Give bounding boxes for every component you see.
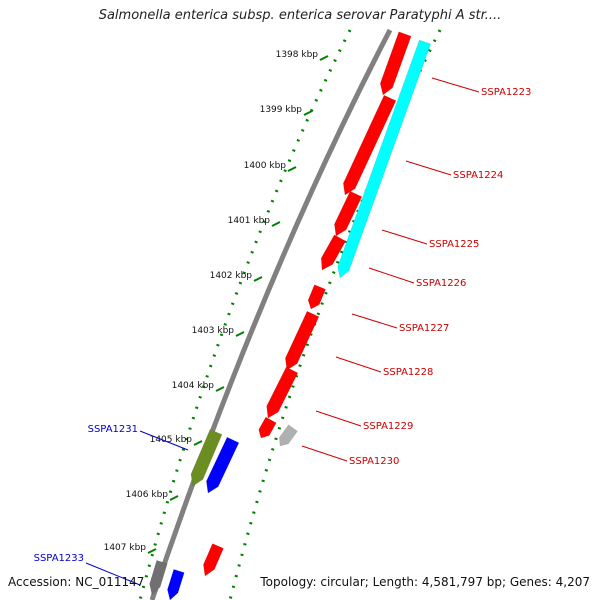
tick-mark: [253, 276, 263, 282]
label-leader-line: [405, 160, 452, 176]
tick-label: 1401 kbp: [228, 216, 271, 226]
map-title: Salmonella enterica subsp. enterica sero…: [98, 8, 502, 23]
accession-label: Accession: NC_011147: [8, 575, 145, 589]
gene-arrow-blue[interactable]: [167, 569, 185, 600]
gene-arrow[interactable]: [285, 310, 320, 371]
label-leader-line: [368, 267, 415, 284]
tick-label: 1402 kbp: [210, 271, 253, 281]
gene-label[interactable]: SSPA1223: [481, 87, 531, 98]
cyan-feature[interactable]: [337, 39, 431, 279]
tick-mark: [215, 386, 225, 392]
gene-arrow[interactable]: [258, 416, 277, 439]
tick-label: 1398 kbp: [276, 50, 319, 60]
tick-mark: [235, 331, 245, 337]
label-leader-line: [139, 430, 189, 451]
grey-feature[interactable]: [149, 560, 168, 596]
gene-label[interactable]: SSPA1231: [88, 424, 138, 435]
tick-label: 1399 kbp: [260, 105, 303, 115]
tick-mark: [303, 110, 313, 116]
gene-label[interactable]: SSPA1233: [34, 553, 84, 564]
label-leader-line: [431, 77, 480, 93]
genome-summary: Topology: circular; Length: 4,581,797 bp…: [260, 575, 590, 589]
gene-label[interactable]: SSPA1225: [429, 239, 479, 250]
gene-arrow[interactable]: [320, 234, 347, 271]
label-leader-line: [301, 445, 348, 462]
grey-feature[interactable]: [279, 424, 298, 447]
inner-dotted-track: [138, 29, 352, 600]
tick-label: 1404 kbp: [172, 381, 215, 391]
gene-arrow[interactable]: [266, 366, 299, 419]
tick-mark: [193, 440, 203, 446]
backbone-arc: [149, 28, 393, 600]
tick-mark: [271, 221, 281, 227]
tick-label: 1403 kbp: [192, 326, 235, 336]
gene-label[interactable]: SSPA1224: [453, 170, 503, 181]
tick-label: 1406 kbp: [126, 490, 169, 500]
tick-mark: [169, 495, 179, 501]
tick-mark: [147, 548, 157, 554]
gene-label[interactable]: SSPA1229: [363, 421, 413, 432]
gene-arrow[interactable]: [380, 31, 412, 96]
label-leader-line: [351, 313, 398, 329]
gene-arrow-blue[interactable]: [206, 436, 240, 494]
tick-mark: [319, 55, 329, 61]
label-leader-line: [315, 410, 362, 427]
tick-label: 1405 kbp: [150, 435, 193, 445]
gene-label[interactable]: SSPA1228: [383, 367, 433, 378]
gene-arrow[interactable]: [334, 190, 363, 237]
label-leader-line: [335, 356, 382, 373]
tick-label: 1400 kbp: [244, 161, 287, 171]
outer-dotted-track: [228, 29, 442, 600]
gene-label[interactable]: SSPA1227: [399, 323, 449, 334]
gene-label[interactable]: SSPA1226: [416, 278, 466, 289]
olive-feature[interactable]: [190, 429, 223, 487]
gene-arrow[interactable]: [203, 543, 224, 577]
gene-arrow[interactable]: [307, 284, 326, 310]
tick-mark: [287, 166, 297, 172]
label-leader-line: [85, 562, 141, 586]
gene-label[interactable]: SSPA1230: [349, 456, 399, 467]
tick-label: 1407 kbp: [104, 543, 147, 553]
label-leader-line: [381, 229, 428, 245]
